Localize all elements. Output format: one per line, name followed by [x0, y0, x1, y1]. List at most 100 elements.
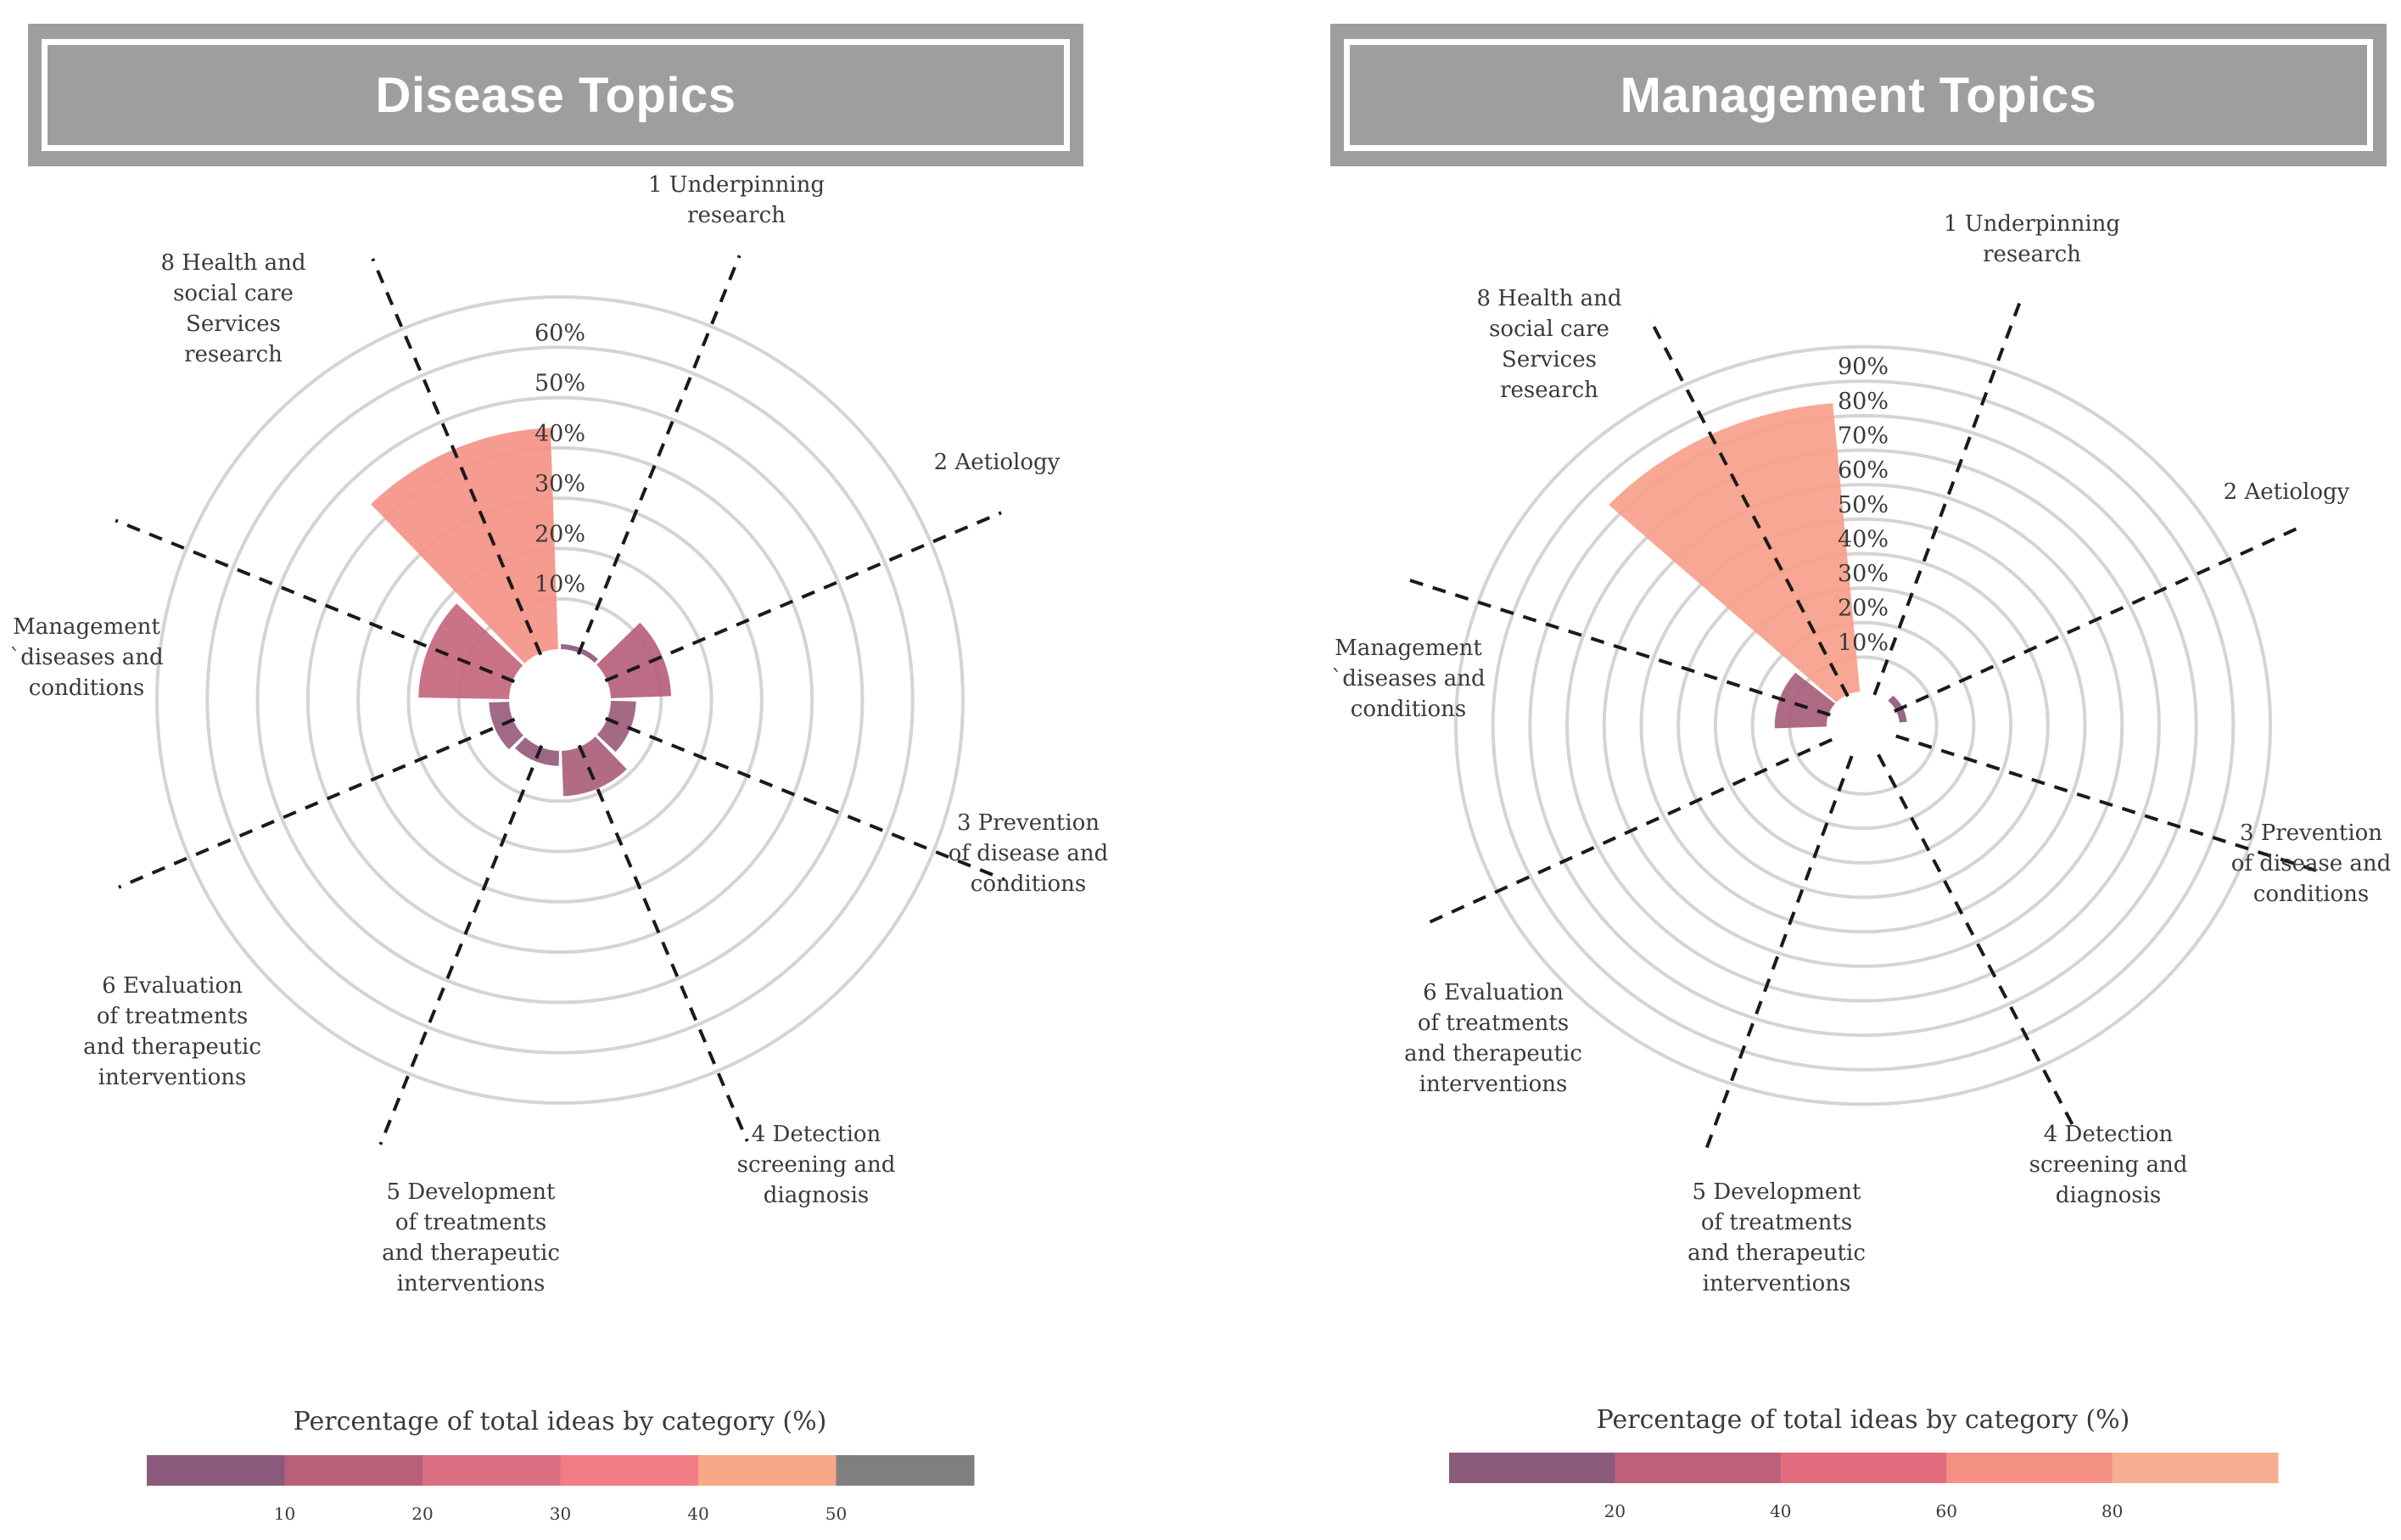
category-label: 5 Development of treatments and therapeuti… — [1687, 1179, 1866, 1296]
grid-ring — [205, 345, 915, 1055]
category-spoke — [1648, 316, 1850, 697]
radial-tick-label: 50% — [534, 371, 585, 397]
category-label: Management `diseases and conditions — [9, 614, 163, 701]
radial-tick-label: 30% — [534, 471, 585, 497]
legend-swatch — [560, 1455, 699, 1486]
category-spoke — [378, 745, 544, 1145]
radial-tick-label: 20% — [534, 521, 585, 547]
category-label: 2 Aetiology — [2224, 479, 2350, 505]
disease-topics-panel: Disease Topics 10% 20% 30% 40% 50% 60% 1 Under… — [0, 0, 1200, 1540]
bar-3-prevention-of-disease-and-conditions — [596, 701, 636, 753]
bar-8-health-and-social-care-services-research — [1609, 403, 1861, 703]
radial-tick-label: 40% — [534, 421, 585, 447]
radial-tick-label: 80% — [1838, 389, 1889, 415]
legend-swatch — [1946, 1453, 2113, 1483]
disease-topics-title: Disease Topics — [375, 67, 736, 123]
legend-swatch — [2112, 1453, 2279, 1483]
category-spoke — [115, 518, 515, 684]
category-spoke — [371, 258, 543, 656]
legend-tick-label: 20 — [411, 1504, 433, 1524]
category-label: 6 Evaluation of treatments and therapeutic… — [83, 973, 261, 1090]
management-topics-chart: 10% 20% 30% 40% 50% 60% 70% 80% 90% 1 Underpinnin… — [1331, 211, 2392, 1521]
category-label: 3 Prevention of disease and conditions — [949, 810, 1109, 897]
bar-5-development-of-treatments-and-therapeutic-interventions — [514, 736, 559, 766]
category-spoke — [604, 511, 1002, 683]
disease-topics-chart: 10% 20% 30% 40% 50% 60% 1 Underpinning research… — [9, 172, 1109, 1524]
bar-6-evaluation-of-treatments-and-therapeutic-interventions — [489, 702, 523, 750]
legend-tick-label: 40 — [687, 1504, 708, 1524]
legend-swatch — [1780, 1453, 1947, 1483]
grid-ring — [255, 395, 865, 1005]
category-label: 8 Health and social care Services research — [1476, 286, 1621, 403]
category-spoke — [577, 744, 749, 1142]
radial-tick-label: 90% — [1838, 354, 1889, 380]
grid-ring — [1602, 483, 2124, 968]
grid-ring — [1491, 379, 2236, 1072]
grid-ring — [1676, 552, 2050, 899]
grid-ring — [1639, 517, 2087, 934]
bar-4-detection-screening-and-diagnosis — [562, 736, 627, 797]
category-spoke — [605, 716, 1005, 882]
category-label: 5 Development of treatments and therapeuti… — [382, 1179, 560, 1296]
grid-ring — [356, 496, 764, 904]
radial-tick-label: 20% — [1838, 596, 1889, 622]
category-label: 4 Detection screening and diagnosis — [2029, 1122, 2188, 1208]
category-spoke — [1424, 737, 1833, 927]
legend-tick-label: 20 — [1604, 1501, 1626, 1521]
grid-ring — [1750, 620, 1976, 831]
radial-tick-label: 60% — [1838, 457, 1889, 484]
radial-tick-label: 70% — [1838, 423, 1889, 450]
legend-swatch — [698, 1455, 837, 1486]
legend-tick-label: 10 — [274, 1504, 295, 1524]
grid-ring — [1713, 586, 2013, 865]
grid-ring — [1454, 344, 2272, 1106]
category-label: 3 Prevention of disease and conditions — [2231, 820, 2392, 907]
legend-tick-label: 30 — [550, 1504, 571, 1524]
bar-8-health-and-social-care-services-research — [371, 428, 558, 664]
radial-tick-label: 10% — [534, 572, 585, 598]
disease-topics-banner: Disease Topics — [28, 24, 1083, 166]
legend-title: Percentage of total ideas by category (%… — [294, 1407, 827, 1436]
management-topics-panel: Management Topics 10% 20% 30% 40% 50% 60% 70% 8… — [1200, 0, 2401, 1540]
radial-tick-label: 50% — [1838, 492, 1889, 518]
category-spoke — [118, 717, 516, 889]
legend-swatch — [284, 1455, 423, 1486]
legend-title: Percentage of total ideas by category (%… — [1597, 1405, 2130, 1435]
category-label: 4 Detection screening and diagnosis — [737, 1122, 896, 1208]
grid-ring — [1565, 448, 2161, 1003]
bar-7-management-diseases-and-conditions — [1774, 672, 1836, 729]
legend-tick-label: 80 — [2102, 1501, 2123, 1521]
legend-swatch — [1615, 1453, 1782, 1483]
category-label: 1 Underpinning research — [1944, 211, 2120, 267]
category-label: Management `diseases and conditions — [1331, 636, 1485, 722]
legend-swatch — [147, 1455, 285, 1486]
legend-tick-label: 50 — [826, 1504, 847, 1524]
category-spoke — [1894, 524, 2303, 714]
category-spoke — [1895, 734, 2325, 876]
radial-tick-label: 10% — [1838, 630, 1889, 656]
bar-1-underpinning-research — [561, 644, 598, 664]
legend-swatch — [836, 1455, 975, 1486]
management-topics-banner: Management Topics — [1330, 24, 2387, 166]
grid-ring — [406, 546, 714, 854]
legend-swatch — [423, 1455, 561, 1486]
radial-tick-label: 60% — [534, 320, 585, 346]
radial-tick-label: 40% — [1838, 526, 1889, 552]
category-spoke — [1401, 575, 1831, 717]
category-label: 6 Evaluation of treatments and therapeutic… — [1404, 980, 1582, 1097]
grid-ring — [155, 295, 965, 1105]
grid-ring — [1528, 413, 2198, 1038]
bar-7-management-diseases-and-conditions — [418, 603, 523, 699]
category-spoke — [576, 255, 742, 655]
management-topics-title: Management Topics — [1620, 67, 2097, 123]
grid-ring — [305, 445, 814, 955]
legend-tick-label: 60 — [1935, 1501, 1956, 1521]
bar-2-aetiology — [596, 622, 672, 698]
grid-ring — [456, 596, 663, 804]
category-label: 1 Underpinning research — [648, 172, 825, 228]
radial-tick-label: 30% — [1838, 561, 1889, 587]
category-label: 8 Health and social care Services research — [160, 250, 305, 367]
legend-swatch — [1449, 1453, 1615, 1483]
category-spoke — [1877, 753, 2079, 1134]
category-label: 2 Aetiology — [934, 450, 1061, 475]
